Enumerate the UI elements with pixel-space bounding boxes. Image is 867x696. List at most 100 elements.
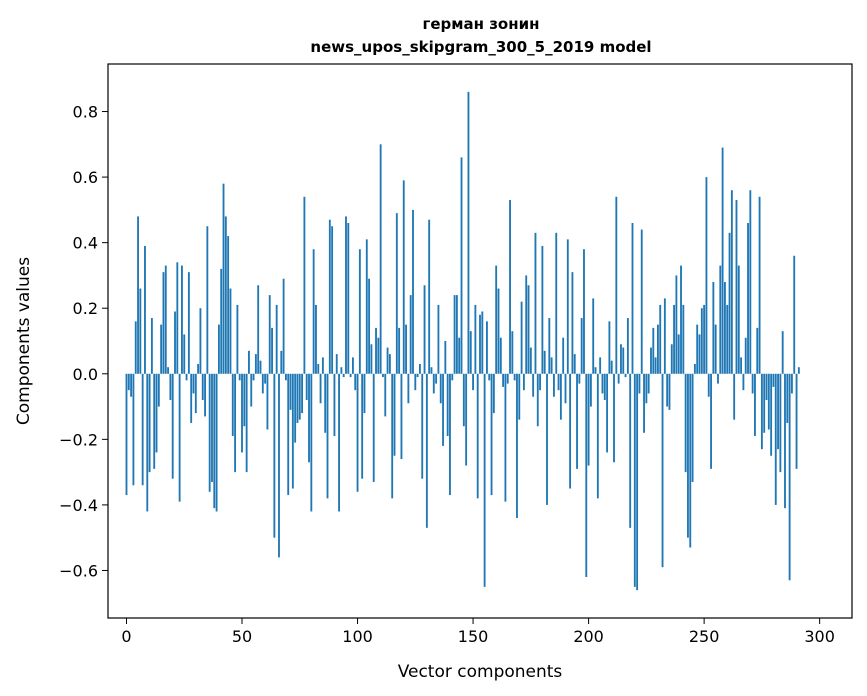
- bar-108: [375, 327, 377, 374]
- bar-225: [645, 373, 648, 404]
- x-axis-ticks: 0 50 100 150 200 250 300: [121, 618, 835, 646]
- bar-194: [573, 354, 576, 374]
- bar-205: [599, 357, 602, 374]
- bar-238: [675, 275, 678, 374]
- bar-121: [405, 324, 407, 374]
- bar-155: [483, 373, 486, 587]
- bar-61: [266, 373, 269, 430]
- bar-103: [363, 373, 366, 414]
- bar-26: [185, 373, 188, 381]
- bar-94: [342, 373, 345, 378]
- bar-46: [231, 373, 234, 437]
- bar-165: [506, 373, 509, 384]
- chart-title-line1: герман зонин: [423, 15, 540, 33]
- bar-189: [562, 337, 565, 374]
- bar-113: [386, 347, 389, 374]
- bar-162: [499, 337, 502, 374]
- bar-132: [430, 367, 433, 374]
- bar-131: [428, 219, 431, 374]
- bar-107: [372, 373, 375, 482]
- bar-96: [347, 222, 350, 374]
- plot-frame: [107, 63, 853, 619]
- bar-227: [650, 347, 652, 374]
- bar-148: [467, 91, 470, 374]
- bar-69: [284, 373, 287, 381]
- bar-257: [719, 265, 722, 374]
- bar-279: [770, 373, 773, 456]
- bar-128: [421, 373, 424, 479]
- bar-8: [144, 245, 146, 374]
- bar-24: [181, 265, 183, 374]
- bar-285: [784, 373, 786, 509]
- x-tick-label: 50: [232, 627, 252, 646]
- bar-3: [132, 373, 135, 486]
- bar-134: [435, 373, 438, 384]
- bar-6: [139, 288, 142, 374]
- bar-179: [539, 373, 541, 391]
- bar-171: [520, 301, 523, 374]
- bar-129: [423, 285, 426, 374]
- bar-42: [222, 183, 225, 374]
- bar-116: [393, 373, 396, 456]
- bar-168: [513, 373, 516, 381]
- bar-67: [280, 350, 283, 374]
- bar-175: [529, 347, 532, 374]
- bar-170: [518, 373, 521, 420]
- bar-95: [345, 216, 347, 374]
- bar-233: [663, 298, 666, 374]
- bar-142: [453, 295, 456, 374]
- y-tick-label: 0.0: [73, 365, 98, 384]
- bar-256: [717, 373, 719, 384]
- bar-275: [760, 373, 763, 450]
- bar-249: [700, 308, 703, 374]
- bar-149: [469, 331, 472, 374]
- bar-117: [395, 213, 398, 374]
- bar-126: [416, 373, 419, 378]
- bar-253: [710, 373, 712, 469]
- bar-166: [509, 200, 511, 374]
- bar-110: [379, 144, 382, 374]
- bar-18: [167, 367, 169, 374]
- bar-230: [656, 324, 659, 374]
- bar-89: [331, 226, 334, 374]
- bar-136: [439, 373, 442, 404]
- bar-109: [377, 337, 380, 374]
- bar-97: [349, 373, 352, 378]
- bar-160: [495, 265, 498, 374]
- bar-63: [271, 327, 273, 374]
- bar-268: [744, 337, 747, 374]
- bar-262: [730, 190, 733, 374]
- bar-145: [460, 157, 463, 374]
- bar-31: [197, 363, 200, 374]
- bar-91: [335, 354, 338, 374]
- bar-104: [365, 239, 368, 374]
- bar-208: [606, 373, 609, 453]
- bar-41: [220, 268, 223, 374]
- bar-118: [398, 327, 401, 374]
- bar-27: [187, 272, 190, 374]
- bar-124: [412, 209, 414, 374]
- bar-161: [497, 288, 500, 374]
- bar-215: [622, 347, 625, 374]
- bar-252: [707, 373, 710, 397]
- bar-281: [774, 373, 777, 505]
- bar-92: [338, 373, 340, 512]
- bar-38: [213, 373, 216, 509]
- bar-200: [587, 373, 590, 466]
- bar-206: [601, 373, 604, 394]
- bar-21: [174, 311, 176, 374]
- bar-135: [437, 304, 440, 374]
- bar-202: [592, 298, 595, 374]
- bar-187: [557, 373, 560, 391]
- bar-56: [254, 354, 257, 374]
- bar-65: [275, 304, 278, 374]
- bar-218: [629, 373, 632, 528]
- bar-254: [712, 281, 715, 374]
- bar-111: [382, 373, 384, 378]
- bar-137: [442, 373, 444, 446]
- bar-16: [162, 272, 165, 374]
- bar-271: [751, 373, 754, 394]
- bar-152: [476, 373, 479, 499]
- bar-34: [204, 373, 206, 417]
- bar-234: [666, 373, 669, 407]
